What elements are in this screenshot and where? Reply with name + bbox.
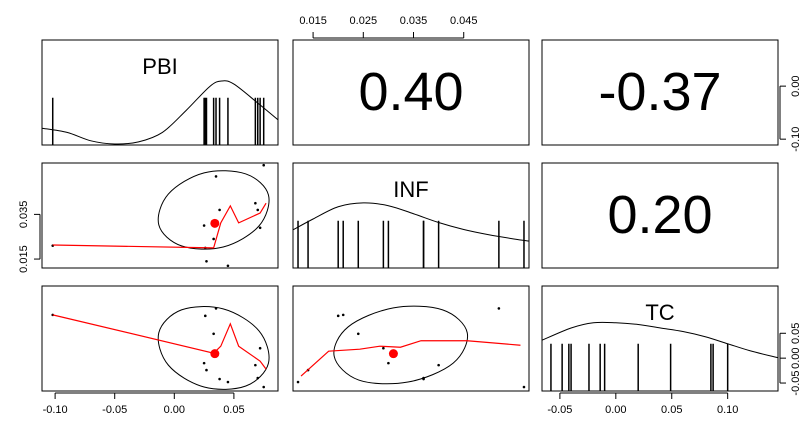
variable-name: PBI — [142, 54, 177, 79]
point — [422, 376, 425, 380]
panel — [292, 162, 530, 269]
point — [382, 346, 385, 350]
panel — [541, 285, 779, 392]
point — [212, 332, 215, 336]
x-tick-label: 0.025 — [350, 15, 378, 27]
x-tick-label: 0.035 — [400, 15, 428, 27]
smooth-line — [52, 202, 267, 249]
point — [214, 307, 218, 310]
x-tick-label: 0.05 — [223, 404, 244, 416]
correlation-ellipse — [333, 305, 469, 385]
point — [258, 226, 262, 230]
point — [205, 259, 208, 263]
panel — [41, 285, 279, 392]
variable-name: INF — [393, 177, 428, 202]
x-tick-label: 0.015 — [299, 15, 327, 27]
correlation-ellipse — [157, 170, 270, 250]
y-tick-label: 0.00 — [790, 347, 802, 368]
x-tick-label: 0.00 — [164, 404, 185, 416]
point — [262, 385, 265, 389]
point — [203, 314, 207, 318]
point — [256, 376, 260, 380]
point — [202, 361, 206, 365]
panel — [292, 39, 530, 146]
point — [437, 363, 440, 367]
panel — [41, 39, 279, 146]
density-curve — [292, 202, 530, 242]
smooth-line — [300, 340, 521, 377]
x-tick-label: 0.05 — [661, 404, 682, 416]
point — [202, 224, 206, 227]
y-tick-label: 0.00 — [790, 75, 802, 96]
y-tick-label: -0.05 — [790, 370, 802, 395]
point — [262, 163, 265, 167]
density-curve — [41, 80, 279, 145]
point — [522, 385, 526, 389]
point — [258, 346, 262, 350]
panel — [541, 162, 779, 269]
x-tick-label: -0.05 — [102, 404, 127, 416]
y-tick-label: 0.035 — [18, 201, 30, 229]
correlation: 0.40 — [358, 62, 463, 122]
point — [336, 314, 340, 318]
y-tick-label: 0.015 — [18, 245, 30, 273]
y-tick-label: -0.10 — [790, 127, 802, 152]
point — [387, 361, 390, 365]
variable-name: TC — [645, 300, 674, 325]
point — [218, 208, 221, 212]
point — [226, 380, 230, 384]
panel — [41, 162, 279, 269]
point — [256, 208, 260, 212]
panel — [541, 39, 779, 146]
y-tick-label: 0.05 — [790, 323, 802, 344]
x-tick-label: 0.00 — [605, 404, 626, 416]
point — [218, 377, 221, 381]
correlation-ellipse — [157, 306, 270, 390]
mean-point — [388, 349, 398, 359]
correlation: -0.37 — [598, 62, 721, 122]
point — [254, 363, 257, 367]
point — [254, 201, 257, 205]
correlation: 0.20 — [607, 185, 712, 245]
panel — [292, 285, 530, 392]
point — [356, 332, 360, 336]
mean-point — [210, 218, 220, 228]
point — [226, 264, 230, 268]
point — [205, 368, 208, 372]
point — [296, 380, 300, 384]
x-tick-label: -0.10 — [43, 404, 68, 416]
smooth-line — [52, 314, 267, 370]
point — [214, 175, 218, 178]
point — [497, 307, 501, 310]
x-tick-label: -0.05 — [547, 404, 572, 416]
density-curve — [541, 321, 779, 359]
x-tick-label: 0.10 — [717, 404, 738, 416]
mean-point — [210, 349, 220, 359]
x-tick-label: 0.045 — [450, 15, 478, 27]
point — [212, 237, 215, 241]
point — [341, 313, 345, 317]
